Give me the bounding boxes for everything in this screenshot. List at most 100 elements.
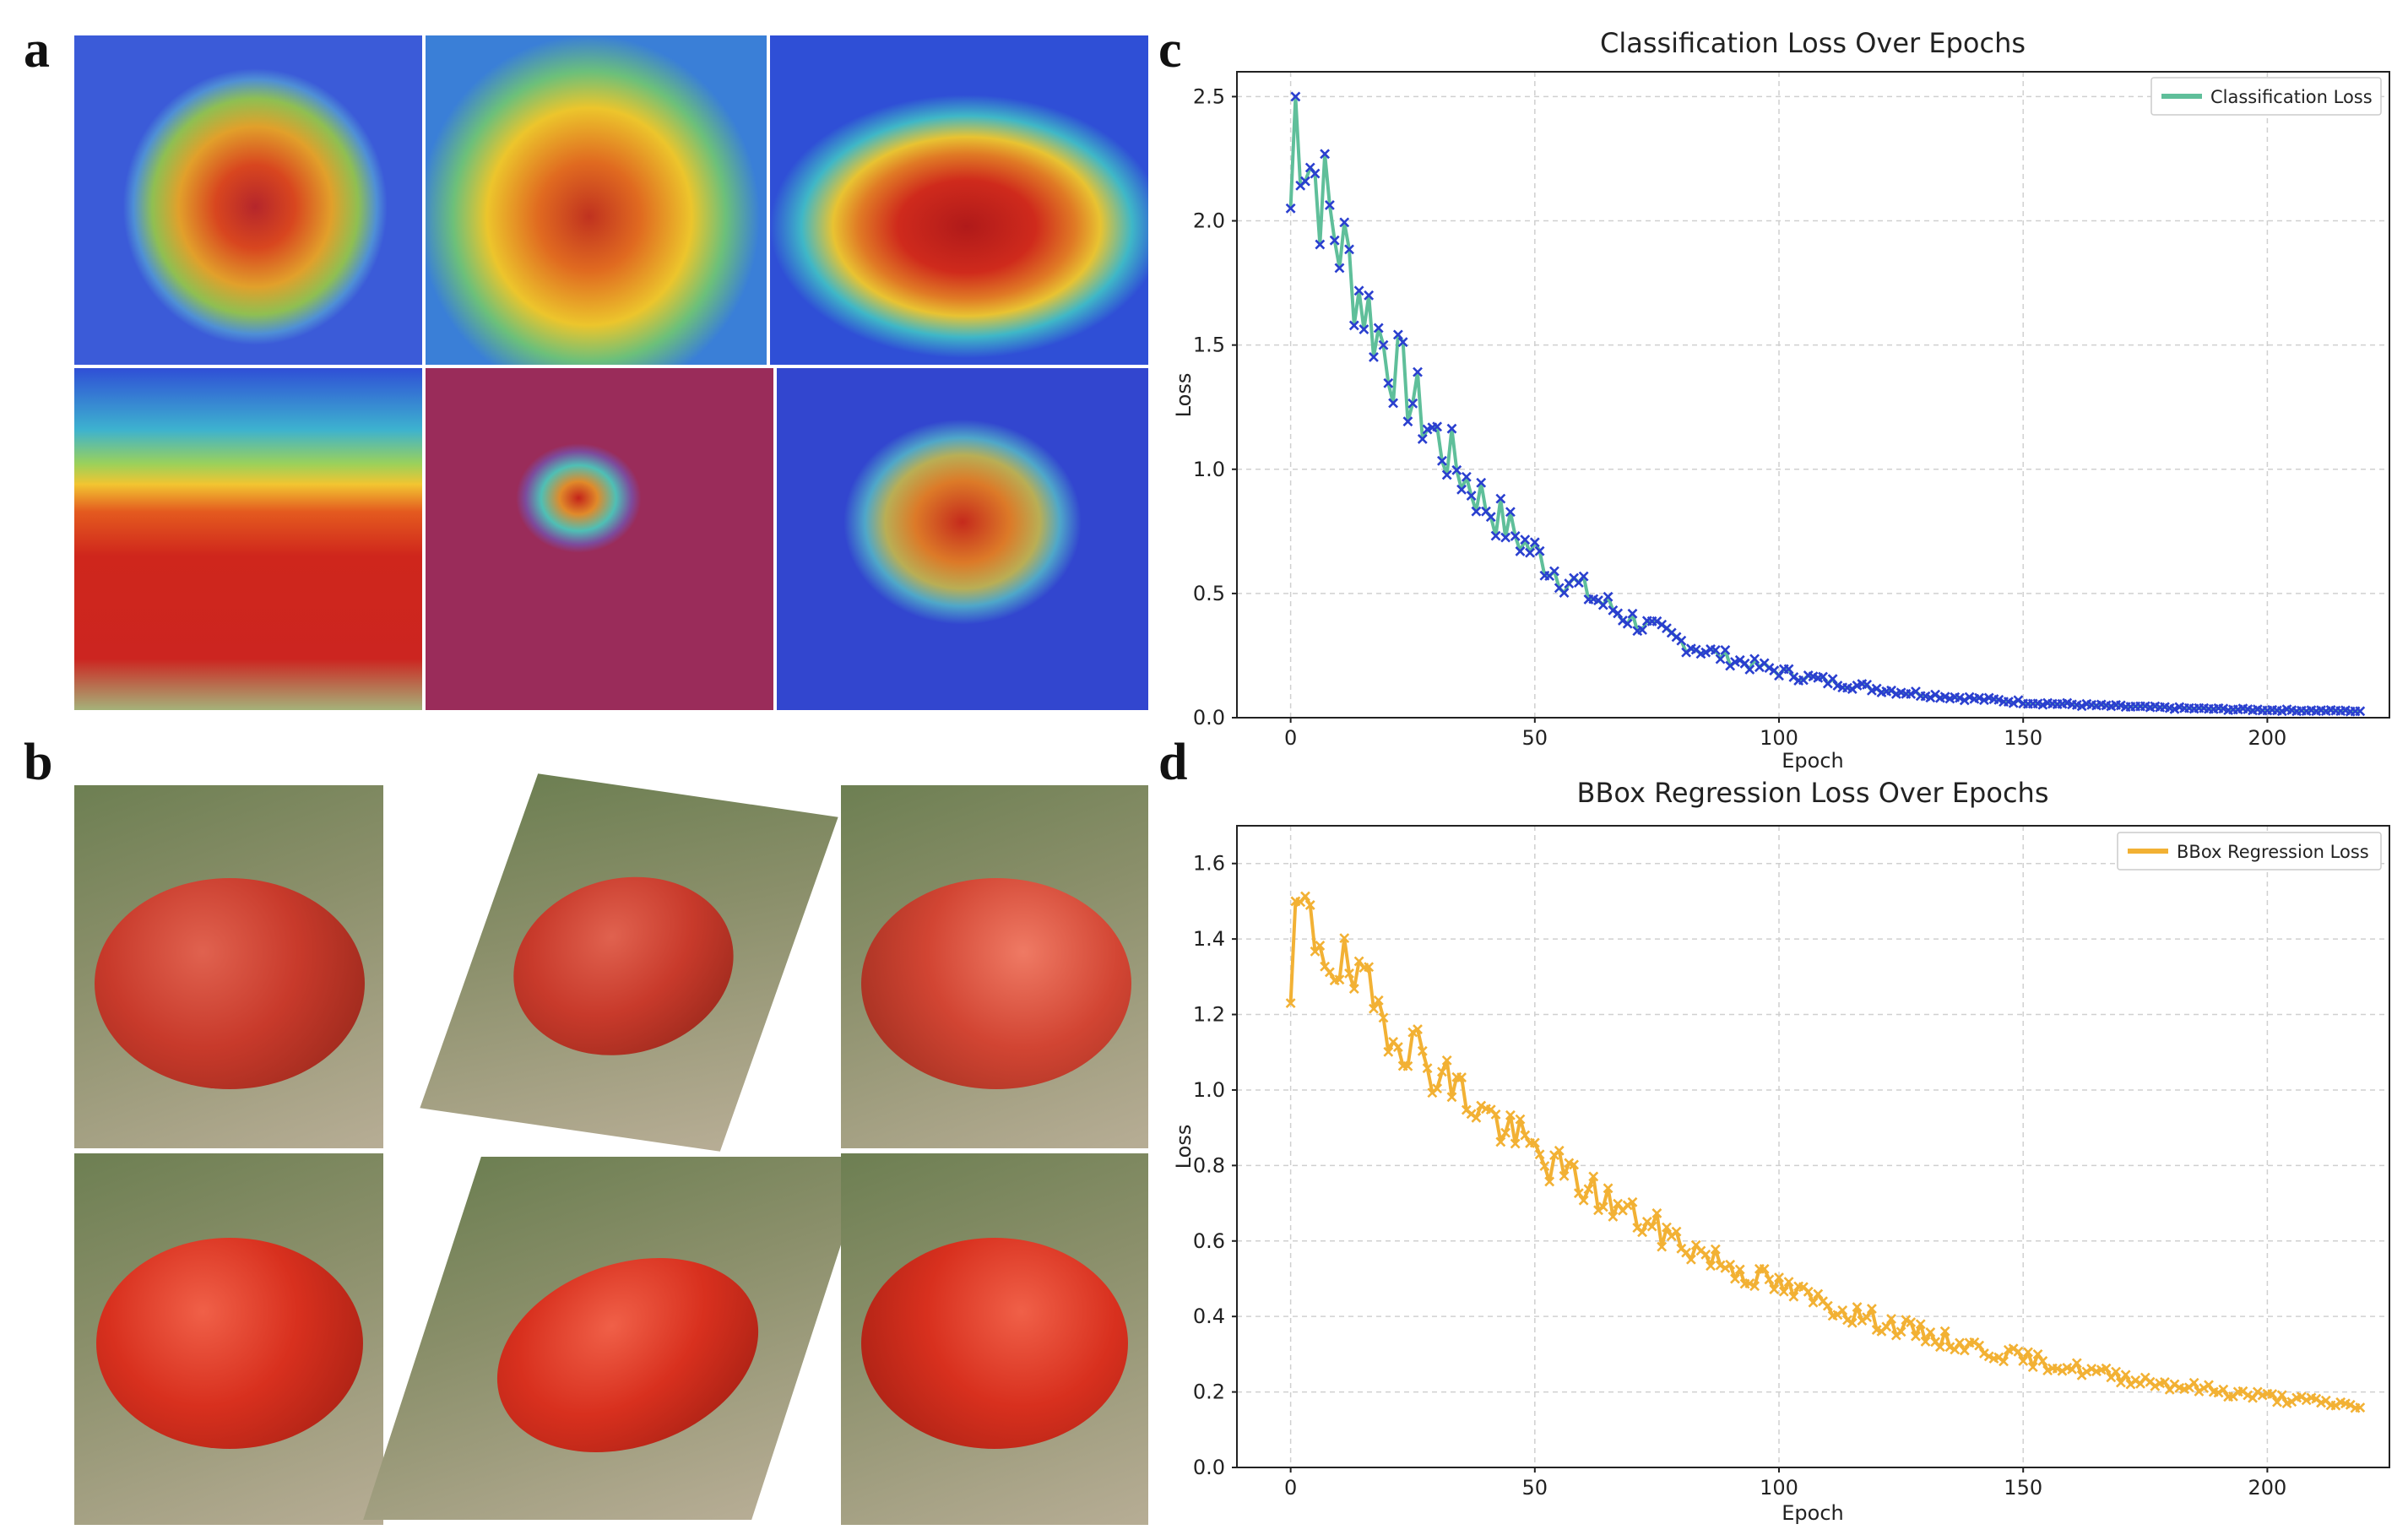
- heatmap-image: [777, 368, 1148, 710]
- data-point-marker: [1720, 644, 1731, 655]
- data-point-marker: [1378, 1012, 1389, 1023]
- data-point-marker: [1569, 1159, 1580, 1170]
- data-point-marker: [1353, 285, 1364, 296]
- data-point-marker: [1622, 618, 1633, 629]
- data-point-marker: [1432, 1083, 1443, 1094]
- y-tick-label: 1.4: [1193, 927, 1225, 951]
- data-point-marker: [1715, 654, 1726, 664]
- augmented-image: [363, 1157, 870, 1520]
- data-point-marker: [1597, 1201, 1608, 1212]
- data-point-marker: [1476, 477, 1487, 488]
- data-point-marker: [1764, 663, 1775, 674]
- data-point-marker: [1529, 537, 1540, 548]
- data-point-marker: [1456, 1072, 1467, 1082]
- augmented-image: [420, 773, 838, 1152]
- data-point-marker: [1500, 532, 1511, 543]
- data-point-marker: [2204, 1380, 2214, 1391]
- legend-label: BBox Regression Loss: [2177, 842, 2369, 862]
- x-axis-label: Epoch: [1782, 749, 1844, 773]
- data-point-marker: [1392, 1042, 1403, 1052]
- x-tick-label: 200: [2248, 1476, 2286, 1500]
- data-point-marker: [1886, 1314, 1896, 1324]
- data-point-marker: [1749, 1281, 1760, 1292]
- data-point-marker: [2120, 1370, 2131, 1380]
- y-tick-label: 0.8: [1193, 1153, 1225, 1177]
- legend-label: Classification Loss: [2210, 87, 2373, 107]
- data-point-marker: [1544, 1176, 1555, 1187]
- data-point-marker: [1959, 695, 1970, 706]
- data-point-marker: [1441, 469, 1452, 480]
- x-tick-label: 100: [1760, 1476, 1798, 1500]
- data-point-marker: [1407, 398, 1418, 409]
- data-point-marker: [1520, 1130, 1531, 1141]
- data-point-marker: [1304, 899, 1315, 910]
- data-point-marker: [2160, 1377, 2170, 1387]
- data-point-marker: [1407, 1027, 1418, 1038]
- data-point-marker: [1559, 588, 1570, 599]
- data-point-marker: [1934, 1342, 1945, 1353]
- data-point-marker: [1920, 1337, 1931, 1347]
- data-point-marker: [1608, 1212, 1619, 1222]
- data-point-marker: [1285, 203, 1296, 214]
- data-point-marker: [1769, 1284, 1780, 1294]
- y-tick-label: 1.5: [1193, 334, 1225, 357]
- data-point-marker: [2111, 1366, 2122, 1377]
- data-point-marker: [1593, 1205, 1603, 1216]
- data-point-marker: [1456, 484, 1467, 495]
- data-point-marker: [1378, 339, 1389, 350]
- y-tick-label: 2.0: [1193, 209, 1225, 233]
- data-point-marker: [1744, 1278, 1755, 1288]
- data-point-marker: [2188, 1377, 2199, 1388]
- data-point-marker: [1646, 1221, 1657, 1232]
- data-point-marker: [1783, 664, 1794, 675]
- panel-label-b: b: [24, 734, 53, 791]
- grid: [1237, 72, 2389, 719]
- data-point-marker: [2301, 1395, 2312, 1406]
- data-point-marker: [1603, 591, 1613, 602]
- heatmap-image: [426, 35, 767, 365]
- data-point-marker: [1710, 645, 1721, 655]
- data-point-marker: [1324, 199, 1335, 210]
- data-point-marker: [1906, 689, 1917, 699]
- data-point-marker: [1862, 1312, 1873, 1323]
- data-point-marker: [1446, 1092, 1457, 1103]
- y-tick-label: 0.2: [1193, 1380, 1225, 1404]
- data-point-marker: [1925, 1327, 1936, 1337]
- data-point-marker: [1774, 1272, 1784, 1283]
- data-point-marker: [1744, 664, 1755, 675]
- data-point-marker: [1657, 1241, 1668, 1252]
- plot-frame: [1236, 825, 2390, 1468]
- data-point-marker: [1515, 545, 1526, 556]
- data-point-marker: [2150, 1380, 2161, 1391]
- data-point-marker: [1613, 1198, 1624, 1209]
- x-ticks: 0 50 100 150 200: [1284, 1467, 2286, 1500]
- data-point-marker: [1955, 1337, 1965, 1348]
- data-point-marker: [1588, 1171, 1599, 1182]
- data-point-marker: [1471, 1112, 1482, 1123]
- data-point-marker: [1397, 337, 1408, 348]
- data-point-marker: [1525, 547, 1535, 558]
- series-line: [1288, 894, 2361, 1410]
- data-point-marker: [1637, 625, 1647, 635]
- data-point-marker: [1559, 1170, 1570, 1181]
- data-point-marker: [1852, 1302, 1863, 1312]
- data-point-marker: [2213, 1387, 2224, 1398]
- heatmap-image: [426, 368, 773, 710]
- x-tick-label: 0: [1284, 1476, 1297, 1500]
- data-point-marker: [1803, 1286, 1814, 1297]
- y-tick-label: 1.2: [1193, 1003, 1225, 1027]
- data-point-marker: [1495, 493, 1506, 504]
- data-point-marker: [1613, 608, 1624, 619]
- data-point-marker: [1369, 352, 1379, 362]
- data-point-marker: [1651, 1207, 1662, 1218]
- data-point-marker: [1549, 566, 1559, 577]
- data-point-marker: [1432, 421, 1443, 432]
- loss-series: [1285, 891, 2366, 1413]
- data-point-marker: [1510, 1138, 1521, 1149]
- data-point-marker: [2355, 1402, 2366, 1413]
- chart-title: Classification Loss Over Epochs: [1600, 27, 2026, 59]
- data-point-marker: [1842, 1315, 1852, 1326]
- data-point-marker: [1706, 1261, 1716, 1272]
- panel-label-d: d: [1158, 734, 1188, 791]
- data-point-marker: [1915, 1319, 1926, 1330]
